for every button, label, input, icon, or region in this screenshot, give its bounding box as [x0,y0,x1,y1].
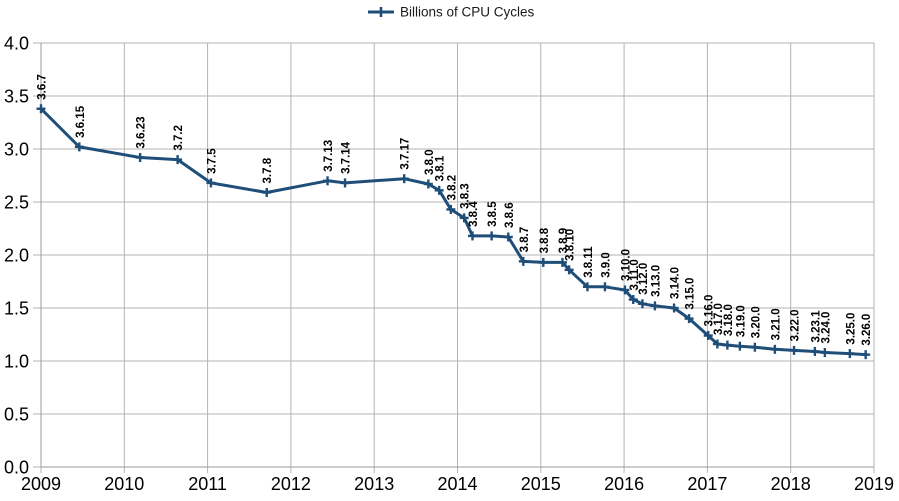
y-tick-label: 2.5 [4,193,29,213]
point-label: 3.6.7 [37,74,49,100]
legend: Billions of CPU Cycles [368,5,535,20]
point-label: 3.7.17 [400,138,412,170]
point-label: 3.7.5 [206,148,218,174]
point-label: 3.8.5 [487,201,499,227]
y-tick-label: 0.0 [4,458,29,478]
point-label: 3.20.0 [750,306,762,338]
y-tick-label: 1.5 [4,299,29,319]
point-label: 3.21.0 [770,308,782,340]
x-tick-label: 2017 [687,474,727,494]
point-label: 3.8.2 [446,175,458,201]
point-label: 3.26.0 [861,314,873,346]
point-label: 3.24.0 [820,312,832,344]
point-label: 3.8.8 [539,227,551,253]
point-label: 3.22.0 [790,309,802,341]
point-label: 3.8.9 [558,228,570,254]
x-tick-label: 2013 [354,474,394,494]
point-label: 3.23.1 [810,310,822,343]
point-label: 3.8.7 [519,227,531,253]
point-label: 3.8.0 [424,149,436,175]
point-label: 3.8.6 [504,202,516,228]
x-tick-label: 2018 [771,474,811,494]
point-label: 3.8.10 [565,229,577,261]
data-labels: 3.6.7 3.6.15 3.6.23 3.7.2 3.7.5 3.7.8 3.7.13 3.… [37,74,874,345]
point-label: 3.7.13 [323,140,335,172]
point-label: 3.12.0 [638,263,650,295]
y-tick-label: 0.5 [4,405,29,425]
point-markers [36,104,871,360]
point-label: 3.13.0 [650,265,662,297]
point-label: 3.7.2 [173,125,185,151]
x-tick-label: 2016 [604,474,644,494]
y-tick-label: 2.0 [4,246,29,266]
point-label: 3.19.0 [735,305,747,337]
point-label: 3.6.15 [75,105,87,138]
point-label: 3.9.0 [600,252,612,278]
point-label: 3.8.4 [468,201,480,227]
point-label: 3.8.3 [460,183,472,209]
gridlines [33,42,875,473]
y-tick-label: 1.0 [4,352,29,372]
y-tick-label: 3.5 [4,87,29,107]
point-label: 3.10.0 [620,249,632,281]
axis-tick-labels: 0.0 0.5 1.0 1.5 2.0 2.5 3.0 3.5 4.0 2009 2010 2011 2… [4,34,894,495]
point-label: 3.8.11 [583,246,595,278]
point-label: 3.25.0 [845,313,857,345]
point-label: 3.7.8 [262,157,274,183]
point-label: 3.7.14 [341,141,353,174]
axes [40,43,874,468]
point-label: 3.16.0 [704,295,716,327]
x-tick-label: 2009 [21,474,61,494]
point-label: 3.6.23 [136,116,148,148]
point-label: 3.11.0 [629,259,641,290]
x-tick-label: 2014 [437,474,477,494]
point-label: 3.18.0 [723,304,735,336]
point-label: 3.8.1 [435,155,447,181]
y-tick-label: 4.0 [4,34,29,54]
y-tick-label: 3.0 [4,140,29,160]
point-label: 3.14.0 [670,267,682,299]
x-tick-label: 2010 [104,474,144,494]
point-label: 3.15.0 [685,278,697,310]
x-tick-label: 2012 [271,474,311,494]
x-tick-label: 2019 [854,474,894,494]
x-tick-label: 2011 [188,474,227,494]
x-tick-label: 2015 [521,474,561,494]
legend-label: Billions of CPU Cycles [400,5,535,20]
point-label: 3.17.0 [713,303,725,335]
